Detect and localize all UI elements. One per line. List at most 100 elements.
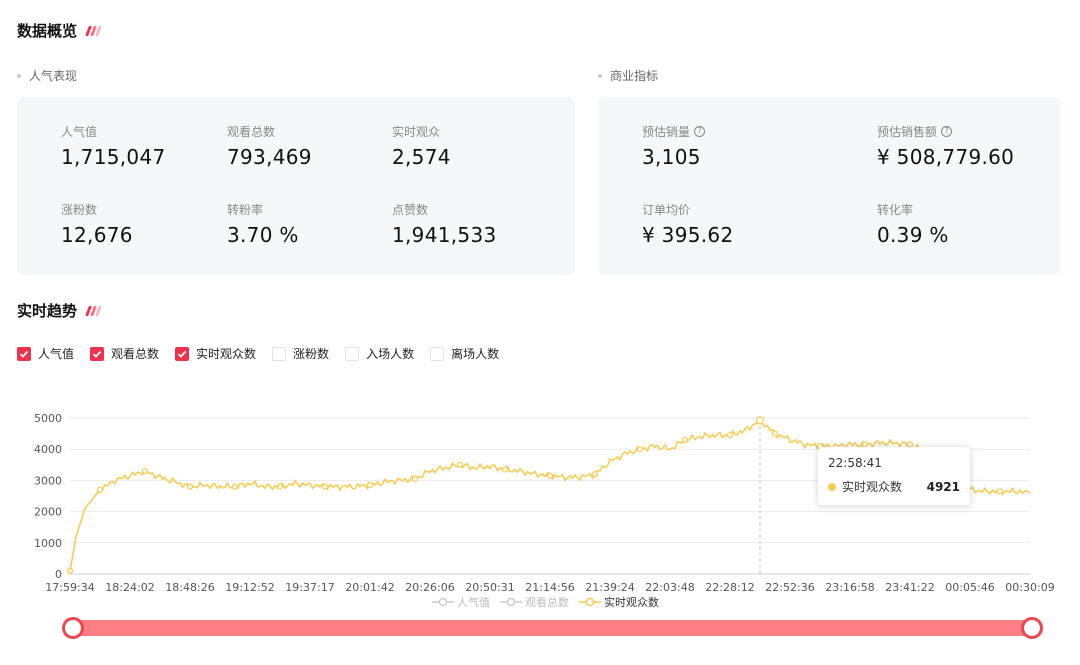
x-tick-label: 19:12:52 — [225, 581, 274, 594]
x-tick-label: 19:37:17 — [285, 581, 334, 594]
data-point — [591, 471, 599, 478]
checkbox-live-viewers[interactable]: 实时观众数 — [175, 345, 256, 362]
x-tick-label: 23:41:22 — [885, 581, 934, 594]
tooltip-series-name: 实时观众数 — [842, 480, 903, 494]
decorative-stripes-icon — [85, 305, 102, 316]
checkbox-checked-icon[interactable] — [175, 346, 190, 361]
checkbox-exits[interactable]: 离场人数 — [430, 345, 499, 362]
checkbox-label: 实时观众数 — [196, 347, 257, 361]
chart-series-legend: 人气值 观看总数 实时观众数 — [432, 594, 659, 610]
y-tick-label: 0 — [55, 568, 62, 581]
checkbox-label: 涨粉数 — [293, 347, 330, 361]
metric-label: 点赞数 — [392, 202, 429, 217]
metric-value: ¥ 508,779.60 — [877, 145, 1015, 169]
x-tick-label: 20:01:42 — [345, 581, 394, 594]
metric-new-followers: 涨粉数 12,676 — [61, 201, 133, 248]
checkbox-entries[interactable]: 入场人数 — [345, 345, 414, 362]
legend-item-popularity[interactable]: 人气值 — [432, 594, 490, 610]
data-point — [366, 481, 374, 489]
metric-label: 订单均价 — [642, 202, 691, 217]
y-tick-label: 3000 — [34, 474, 62, 487]
x-tick-label: 20:50:31 — [465, 581, 514, 594]
x-tick-label: 17:59:34 — [45, 581, 94, 594]
metric-label: 预估销售额? — [877, 123, 1014, 139]
legend-item-live-viewers[interactable]: 实时观众数 — [579, 594, 659, 610]
metric-value: 793,469 — [227, 145, 312, 169]
data-point — [771, 430, 779, 437]
data-point — [501, 466, 509, 473]
decorative-stripes-icon — [85, 25, 102, 36]
metric-est-sales: 预估销量? 3,105 — [642, 123, 706, 169]
data-point — [636, 446, 644, 453]
data-point — [231, 483, 239, 490]
metric-conversion: 转化率 0.39 % — [877, 201, 949, 248]
data-point — [996, 488, 1004, 495]
y-tick-label: 4000 — [34, 443, 62, 456]
checkbox-new-followers[interactable]: 涨粉数 — [272, 345, 329, 362]
checkbox-label: 离场人数 — [451, 347, 500, 361]
checkbox-label: 入场人数 — [366, 347, 415, 361]
metric-label: 人气值 — [61, 124, 98, 139]
metric-value: 0.39 % — [877, 223, 949, 247]
x-tick-label: 23:16:58 — [825, 581, 874, 594]
checkbox-checked-icon[interactable] — [17, 346, 31, 361]
metric-label: 实时观众 — [392, 124, 441, 139]
range-slider-end-handle[interactable] — [1021, 617, 1043, 639]
data-point — [755, 416, 765, 425]
tooltip-time: 22:58:41 — [828, 456, 882, 470]
metric-follow-rate: 转粉率 3.70 % — [227, 201, 299, 248]
question-circle-icon[interactable]: ? — [694, 125, 706, 137]
series-checkbox-row: 人气值 观看总数 实时观众数 涨粉数 入场人数 离场人数 — [17, 345, 515, 362]
chart-tooltip: 22:58:41 实时观众数 4921 — [818, 447, 970, 505]
x-tick-label: 18:24:02 — [105, 581, 154, 594]
popularity-card: 人气值 1,715,047 观看总数 793,469 实时观众 2,574 涨粉… — [17, 97, 575, 275]
metric-value: 1,941,533 — [392, 223, 497, 247]
checkbox-unchecked-icon[interactable] — [430, 346, 445, 361]
x-tick-label: 22:03:48 — [645, 581, 694, 594]
commerce-label: 商业指标 — [598, 67, 658, 84]
x-tick-label: 20:26:06 — [405, 581, 454, 594]
overview-title: 数据概览 — [17, 20, 102, 41]
bullet-dot-icon — [17, 73, 21, 78]
checkbox-popularity[interactable]: 人气值 — [17, 345, 74, 362]
metric-label: 预估销量? — [642, 123, 706, 139]
metric-value: 3,105 — [642, 145, 701, 169]
checkbox-unchecked-icon[interactable] — [272, 346, 287, 361]
checkbox-checked-icon[interactable] — [90, 346, 105, 361]
metric-value: 2,574 — [392, 145, 451, 169]
question-circle-icon[interactable]: ? — [941, 125, 953, 137]
metric-live-viewers: 实时观众 2,574 — [392, 123, 451, 170]
x-tick-label: 00:05:46 — [945, 581, 994, 594]
metric-likes: 点赞数 1,941,533 — [392, 201, 497, 248]
popularity-label: 人气表现 — [17, 67, 77, 84]
checkbox-label: 人气值 — [38, 347, 75, 361]
data-point — [681, 436, 689, 443]
data-point — [546, 472, 554, 479]
metric-label: 转粉率 — [227, 202, 264, 217]
y-tick-label: 5000 — [34, 412, 62, 425]
bullet-dot-icon — [598, 73, 602, 78]
y-tick-label: 1000 — [34, 537, 62, 550]
legend-item-total-views[interactable]: 观看总数 — [500, 594, 569, 610]
checkbox-unchecked-icon[interactable] — [345, 346, 360, 361]
legend-line-circle-icon — [432, 597, 454, 607]
metric-est-revenue: 预估销售额? ¥ 508,779.60 — [877, 123, 1015, 170]
data-point — [726, 432, 734, 439]
commerce-card: 预估销量? 3,105 预估销售额? ¥ 508,779.60 订单均价 ¥ 3… — [598, 97, 1060, 275]
y-tick-label: 2000 — [34, 506, 62, 519]
legend-line-circle-icon — [579, 597, 601, 607]
range-slider-start-handle[interactable] — [62, 617, 84, 639]
metric-value: 1,715,047 — [61, 145, 166, 169]
x-tick-label: 18:48:26 — [165, 581, 214, 594]
x-tick-label: 00:30:09 — [1005, 581, 1054, 594]
range-slider-track[interactable] — [72, 620, 1032, 636]
data-point — [66, 567, 74, 574]
checkbox-total-views[interactable]: 观看总数 — [90, 345, 159, 362]
x-tick-label: 21:39:24 — [585, 581, 634, 594]
series-dot-icon — [828, 482, 836, 491]
x-tick-label: 22:52:36 — [765, 581, 814, 594]
tooltip-value: 4921 — [926, 479, 960, 494]
data-point — [411, 475, 419, 482]
x-tick-label: 22:28:12 — [705, 581, 754, 594]
data-point — [276, 483, 284, 490]
